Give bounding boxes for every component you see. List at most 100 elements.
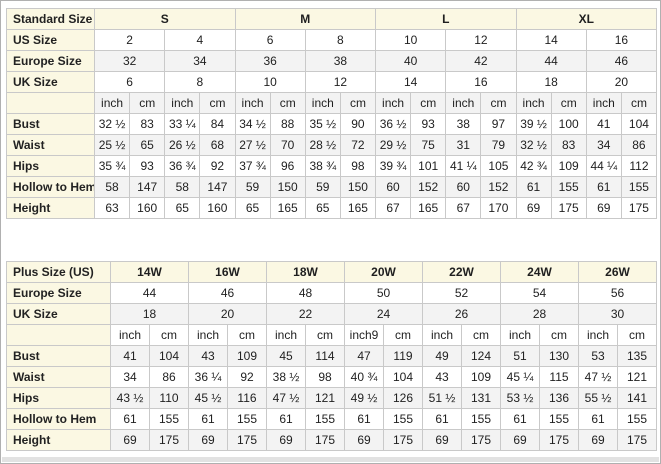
unit-cell: cm: [199, 92, 236, 114]
value-cell: 16: [445, 71, 517, 93]
value-cell: 14: [374, 71, 447, 93]
table-row: Bust 41 104 43 109 45 114 47 119 49 124 51 130 53 135: [6, 345, 657, 367]
value-cell: 155: [149, 408, 189, 430]
unit-cell: cm: [461, 324, 501, 346]
unit-cell: cm: [550, 92, 587, 114]
value-cell: 165: [269, 197, 306, 219]
value-cell: 69: [578, 429, 618, 451]
value-cell: 115: [539, 366, 579, 388]
value-cell: 92: [199, 155, 236, 177]
size-group-header: 24W: [500, 261, 579, 283]
row-label: Waist: [6, 366, 111, 388]
value-cell: 131: [461, 387, 501, 409]
value-cell: 150: [339, 176, 377, 198]
value-cell: 47 ½: [578, 366, 618, 388]
value-cell: 14: [515, 29, 587, 51]
value-cell: 50: [344, 282, 423, 304]
value-cell: 65: [164, 197, 201, 219]
value-cell: 36 ½: [374, 113, 412, 135]
value-cell: 55 ½: [578, 387, 618, 409]
size-group-header: 20W: [344, 261, 423, 283]
value-cell: 37 ¾: [234, 155, 271, 177]
value-cell: 31: [445, 134, 482, 156]
value-cell: 38: [304, 50, 377, 72]
value-cell: 32 ½: [515, 134, 552, 156]
unit-cell: cm: [129, 92, 166, 114]
unit-cell: inch: [93, 92, 131, 114]
value-cell: 10: [374, 29, 447, 51]
value-cell: 18: [110, 303, 189, 325]
value-cell: 27 ½: [234, 134, 271, 156]
value-cell: 46: [188, 282, 267, 304]
value-cell: 96: [269, 155, 306, 177]
table-row: Europe Size 32 34 36 38 40 42 44 46: [6, 50, 658, 72]
size-group-header: XL: [515, 8, 657, 30]
value-cell: 155: [539, 408, 579, 430]
value-cell: 175: [149, 429, 189, 451]
value-cell: 10: [234, 71, 306, 93]
value-cell: 109: [461, 366, 501, 388]
value-cell: 104: [383, 366, 423, 388]
value-cell: 65: [234, 197, 271, 219]
table-row: Waist 34 86 36 ¼ 92 38 ½ 98 40 ¾ 104 43 109 45 ¼ 115…: [6, 366, 657, 388]
table-corner-label: Standard Size: [6, 8, 95, 30]
table-row: Height 63 160 65 160 65 165 65 165 67 165 67 170 69 17…: [6, 197, 658, 219]
table-row: inch cm inch cm inch cm inch cm inch cm inch cm inch…: [6, 92, 658, 114]
unit-cell: cm: [410, 92, 447, 114]
value-cell: 39 ½: [515, 113, 552, 135]
value-cell: 43: [422, 366, 462, 388]
value-cell: 175: [550, 197, 587, 219]
value-cell: 69: [422, 429, 462, 451]
value-cell: 83: [550, 134, 587, 156]
value-cell: 28: [500, 303, 579, 325]
size-group-header: 18W: [266, 261, 345, 283]
row-label: Hollow to Hem: [6, 408, 111, 430]
value-cell: 26 ½: [164, 134, 201, 156]
value-cell: 68: [199, 134, 236, 156]
value-cell: 42: [445, 50, 517, 72]
value-cell: 40: [374, 50, 447, 72]
value-cell: 36 ¾: [164, 155, 201, 177]
unit-cell: inch: [422, 324, 462, 346]
value-cell: 61: [266, 408, 306, 430]
value-cell: 35 ¾: [93, 155, 131, 177]
value-cell: 6: [234, 29, 306, 51]
unit-cell: inch9: [344, 324, 384, 346]
value-cell: 93: [410, 113, 447, 135]
value-cell: 45 ¼: [500, 366, 540, 388]
value-cell: 49: [422, 345, 462, 367]
value-cell: 86: [149, 366, 189, 388]
size-group-header: M: [234, 8, 376, 30]
value-cell: 6: [93, 71, 166, 93]
value-cell: 45 ½: [188, 387, 228, 409]
value-cell: 175: [620, 197, 658, 219]
value-cell: 38: [445, 113, 482, 135]
value-cell: 28 ½: [304, 134, 341, 156]
value-cell: 175: [461, 429, 501, 451]
value-cell: 61: [110, 408, 150, 430]
value-cell: 155: [383, 408, 423, 430]
value-cell: 60: [445, 176, 482, 198]
value-cell: 69: [344, 429, 384, 451]
value-cell: 46: [585, 50, 658, 72]
value-cell: 58: [93, 176, 131, 198]
unit-cell: inch: [188, 324, 228, 346]
standard-size-table: Standard Size S M L XL US Size 2 4 6 8 10 12 14 16 Eur…: [6, 8, 658, 219]
value-cell: 147: [199, 176, 236, 198]
unit-cell: inch: [500, 324, 540, 346]
value-cell: 48: [266, 282, 345, 304]
value-cell: 92: [227, 366, 267, 388]
value-cell: 90: [339, 113, 377, 135]
value-cell: 160: [199, 197, 236, 219]
value-cell: 44 ¼: [585, 155, 622, 177]
value-cell: 155: [305, 408, 345, 430]
table-row: Waist 25 ½ 65 26 ½ 68 27 ½ 70 28 ½ 72 29 ½ 75 31 79 3…: [6, 134, 658, 156]
value-cell: 152: [410, 176, 447, 198]
table-row: Bust 32 ½ 83 33 ¼ 84 34 ½ 88 35 ½ 90 36 ½ 93 38 97 39…: [6, 113, 658, 135]
size-group-header: 14W: [110, 261, 189, 283]
value-cell: 65: [304, 197, 341, 219]
value-cell: 43 ½: [110, 387, 150, 409]
value-cell: 42 ¾: [515, 155, 552, 177]
value-cell: 2: [93, 29, 166, 51]
unit-cell: cm: [339, 92, 377, 114]
